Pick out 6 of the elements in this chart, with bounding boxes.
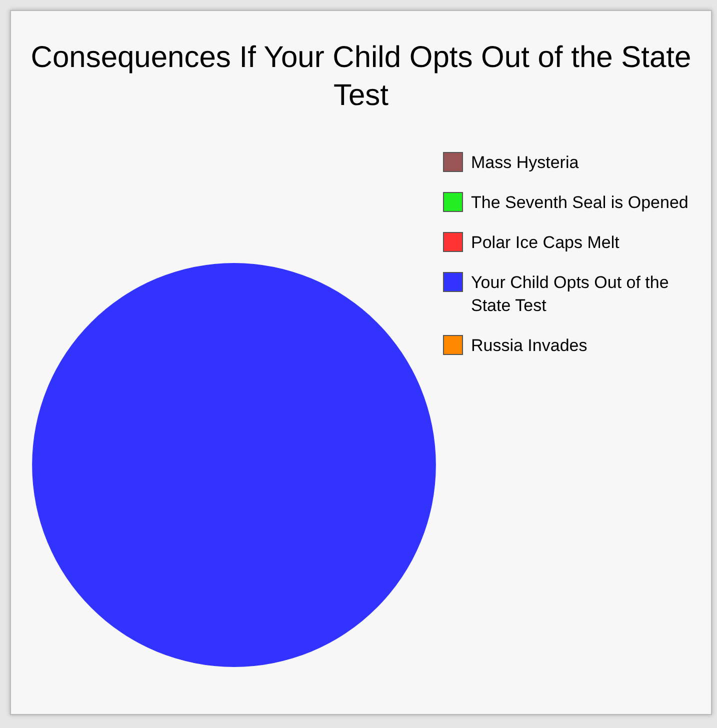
- legend-label: Mass Hysteria: [471, 152, 579, 174]
- legend-label: Russia Invades: [471, 335, 588, 357]
- chart-title: Consequences If Your Child Opts Out of the State Test: [30, 40, 692, 114]
- legend-label: The Seventh Seal is Opened: [471, 192, 688, 214]
- legend-label: Polar Ice Caps Melt: [471, 232, 620, 254]
- legend-label: Your Child Opts Out of the State Test: [471, 272, 670, 317]
